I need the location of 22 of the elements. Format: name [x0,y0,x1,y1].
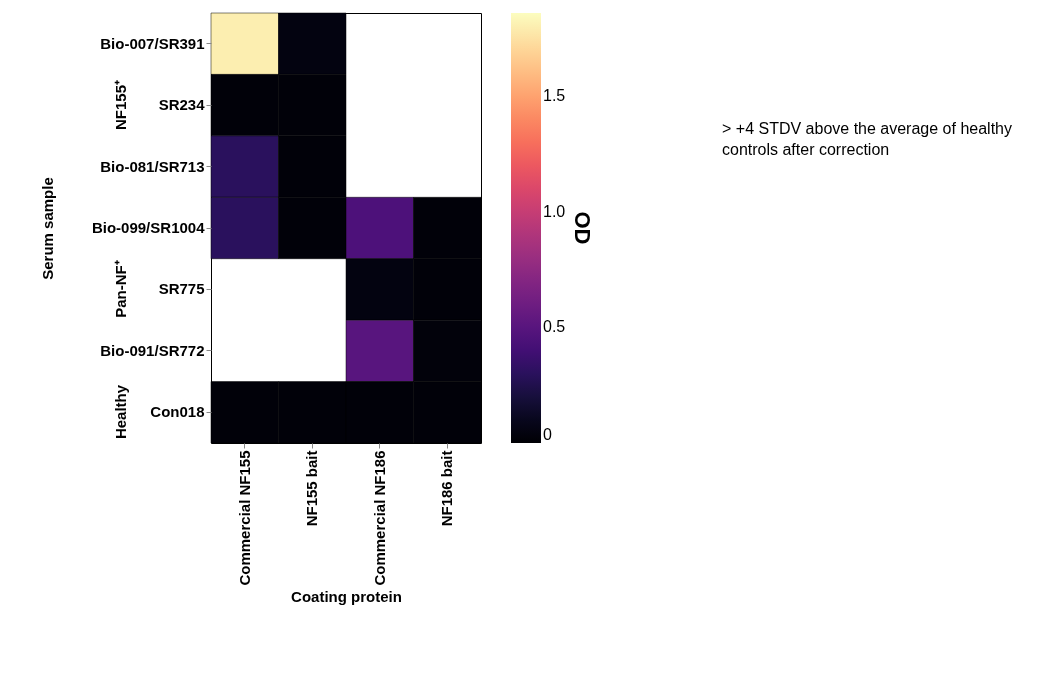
text: Pan-NF⁺ [111,260,130,318]
legend-title: OD [570,211,595,245]
text: > +4 STDV above the average of healthy controls after correction [722,119,1013,160]
x-tick-label: Commercial NF186 [370,450,388,586]
x-axis-title: Coating protein [291,587,402,605]
y-tick-label: SR775 [158,280,205,298]
y-tick-label: Bio-007/SR391 [100,34,205,52]
y-tick-label: Bio-081/SR713 [100,157,205,175]
x-tick-label: Commercial NF155 [235,450,253,586]
y-tick-label: Bio-099/SR1004 [91,219,206,236]
y-tick-label: Bio-091/SR772 [100,341,205,359]
color-bar-label: 1.5 [543,87,566,105]
color-bar-label: 1.0 [543,202,566,220]
x-tick-label: NF155 bait [303,450,321,527]
color-bar-label: 0 [543,426,552,443]
y-axis-title: Serum sample [38,177,56,280]
y-tick-label: Con018 [150,403,205,421]
text: Healthy [111,384,129,440]
x-tick-label: NF186 bait [438,450,456,527]
color-bar-label: 0.5 [543,318,566,336]
text: NF155⁺ [111,79,130,131]
y-tick-label: SR234 [158,96,206,114]
